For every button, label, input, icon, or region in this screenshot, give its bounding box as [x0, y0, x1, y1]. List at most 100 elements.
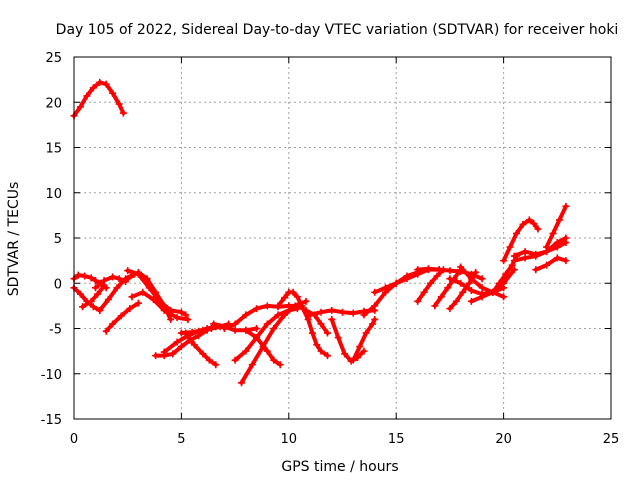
data-point [478, 284, 486, 292]
data-point [381, 284, 389, 292]
x-tick-label: 25 [603, 432, 620, 447]
data-point [253, 325, 261, 332]
data-point [134, 268, 142, 276]
data-point [182, 329, 190, 337]
data-point [274, 302, 282, 310]
data-point [109, 320, 117, 328]
data-point [190, 341, 198, 349]
data-point [427, 279, 435, 287]
y-tick-label: -15 [41, 413, 62, 428]
data-point [341, 350, 349, 358]
data-point [113, 284, 121, 292]
data-point [328, 306, 336, 314]
data-point [478, 275, 486, 283]
data-point [109, 273, 117, 281]
data-point [472, 268, 480, 276]
x-tick-label: 5 [177, 432, 185, 447]
grid-lines [74, 57, 611, 419]
data-point [532, 266, 540, 274]
data-point [349, 356, 357, 364]
data-point [199, 350, 207, 358]
data-point [263, 320, 271, 328]
data-point [339, 308, 346, 316]
data-point [349, 309, 357, 317]
data-point [403, 275, 411, 283]
data-point [89, 84, 97, 92]
data-point [207, 325, 215, 332]
data-point [392, 279, 400, 287]
data-point [134, 299, 142, 307]
data-point [467, 286, 475, 294]
data-point [248, 361, 256, 369]
data-point [467, 275, 475, 283]
data-point [444, 284, 452, 292]
data-point [76, 290, 84, 298]
data-point [317, 308, 325, 316]
y-tick-label: -5 [49, 323, 62, 338]
data-point [489, 288, 497, 296]
data-point [439, 266, 447, 274]
data-point [126, 305, 134, 313]
data-point [238, 379, 246, 387]
series-line [125, 270, 173, 322]
data-point [81, 272, 89, 280]
data-point [317, 320, 325, 328]
data-point [199, 326, 207, 334]
data-point [177, 308, 185, 316]
y-tick-label: 25 [45, 51, 62, 66]
data-point [308, 329, 316, 337]
data-point [414, 266, 422, 274]
data-point [478, 293, 486, 301]
data-point [371, 315, 379, 323]
data-point [414, 297, 422, 305]
data-point [160, 348, 168, 356]
data-point [96, 78, 104, 86]
data-point [270, 356, 278, 364]
data-point [530, 220, 538, 228]
data-point [553, 239, 561, 247]
data-point [519, 220, 527, 228]
data-point [467, 297, 475, 305]
data-point [562, 202, 570, 210]
data-point [317, 347, 325, 355]
series-line [72, 80, 126, 118]
data-point [220, 325, 228, 332]
data-point [306, 311, 314, 319]
x-tick-label: 10 [281, 432, 298, 447]
data-point [276, 361, 284, 369]
y-tick-label: 15 [45, 142, 62, 157]
data-point [452, 297, 460, 305]
data-point [328, 315, 336, 323]
data-point [457, 263, 465, 271]
data-point [173, 314, 181, 322]
data-point [231, 320, 239, 328]
data-point [102, 80, 110, 88]
data-point [532, 252, 540, 260]
data-point [360, 311, 368, 319]
data-point [104, 296, 112, 304]
series-arc-29 [414, 266, 447, 305]
x-tick-label: 15 [388, 432, 405, 447]
data-point [323, 329, 331, 337]
data-point [543, 261, 551, 269]
data-point [263, 302, 271, 310]
y-tick-label: 10 [45, 187, 62, 202]
y-tick-labels: -15 -10 -5 0 5 10 15 20 25 [41, 51, 62, 428]
data-point [555, 216, 563, 224]
data-point [253, 334, 261, 342]
data-point [446, 267, 454, 275]
data-point [446, 275, 454, 283]
data-point [242, 311, 250, 319]
data-point [502, 270, 510, 278]
data-point [510, 257, 518, 265]
data-point [510, 266, 518, 274]
data-point [521, 254, 529, 262]
data-point [356, 343, 364, 351]
data-point [160, 306, 168, 314]
data-point [102, 327, 110, 335]
data-point [281, 294, 289, 302]
data-point [167, 315, 175, 323]
data-point [87, 274, 95, 282]
data-point [152, 288, 160, 296]
